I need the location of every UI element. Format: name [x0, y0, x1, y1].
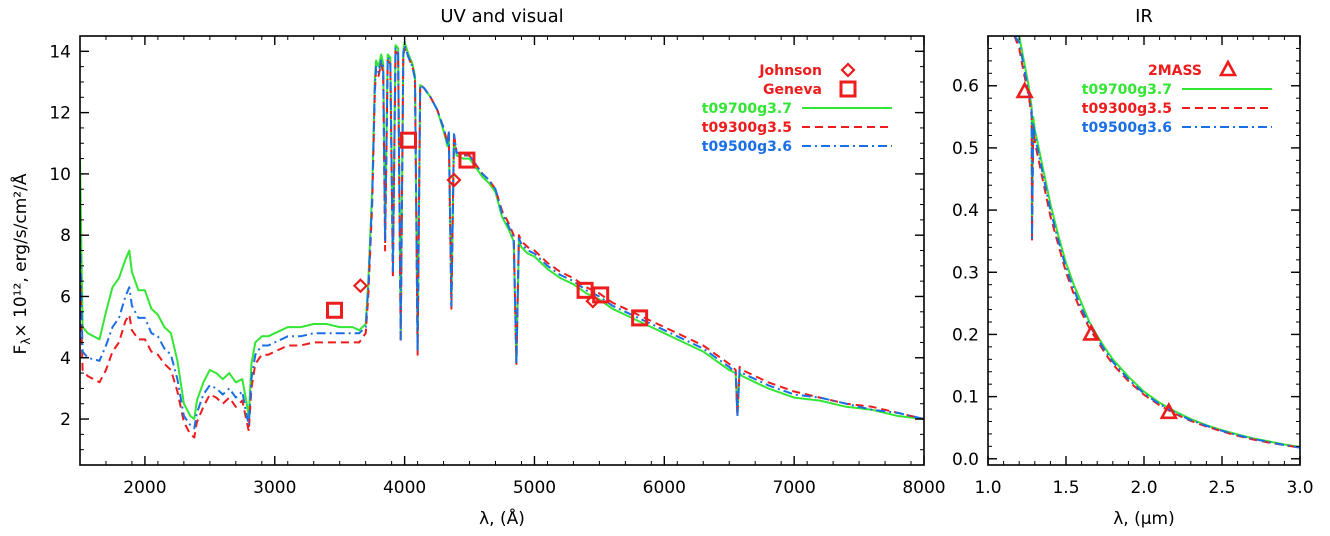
x-tick-label: 3.0 — [1286, 478, 1313, 498]
panel-uv-visual: UV and visual λ, (Å) 2000 3000 4000 5000 6000 7… — [49, 6, 945, 529]
y-axis-label-sub: λ — [19, 338, 33, 345]
y-tick-label: 8 — [60, 226, 71, 246]
legend-marker-Johnson — [840, 62, 856, 78]
marker-Geneva-3 — [576, 281, 594, 299]
x-axis-label: λ, (μm) — [1113, 509, 1175, 529]
x-tick-label: 4000 — [383, 478, 426, 498]
legend-label-t09300g3.5: t09300g3.5 — [1082, 101, 1172, 117]
chart-title: IR — [1135, 6, 1153, 27]
legend-label-t09500g3.6: t09500g3.6 — [1082, 120, 1172, 136]
legend-marker-2MASS — [1218, 59, 1238, 77]
y-tick-label: 0.2 — [952, 325, 979, 345]
y-axis-label: Fλ× 10¹², erg/s/cm²/Å — [9, 173, 33, 354]
y-tick-label: 6 — [60, 287, 71, 307]
marker-Geneva-5 — [631, 309, 649, 327]
x-tick-label: 2000 — [123, 478, 166, 498]
legend-label-t09300g3.5: t09300g3.5 — [702, 120, 792, 136]
x-tick-label: 3000 — [253, 478, 296, 498]
y-tick-label: 10 — [49, 165, 71, 185]
x-tick-label: 2.0 — [1130, 478, 1157, 498]
legend-label-t09500g3.6: t09500g3.6 — [702, 139, 792, 155]
y-axis-label-unit: × 10¹², erg/s/cm²/Å — [9, 173, 31, 337]
marker-Geneva-4 — [592, 286, 610, 304]
legend-label-t09700g3.7: t09700g3.7 — [1082, 82, 1172, 98]
x-tick-label: 7000 — [773, 478, 816, 498]
series-line-t09700g3.7 — [80, 41, 924, 420]
chart-title: UV and visual — [440, 6, 563, 27]
y-tick-label: 0.6 — [952, 77, 979, 97]
legend: 2MASS t09700g3.7 t09300g3.5 t09500g3.6 — [1082, 59, 1272, 136]
x-tick-label: 1.5 — [1052, 478, 1079, 498]
y-tick-label: 2 — [60, 410, 71, 430]
legend: Johnson Geneva t09700g3.7 t09300g3.5 t09500g… — [702, 62, 892, 155]
legend-label-t09700g3.7: t09700g3.7 — [702, 101, 792, 117]
y-tick-label: 0.3 — [952, 263, 979, 283]
series-line-t09300g3.5 — [80, 47, 924, 439]
marker-Johnson-1 — [446, 172, 462, 188]
x-tick-label: 2.5 — [1208, 478, 1235, 498]
panel-ir: IR λ, (μm) 1.0 1.5 2.0 2.5 3.0 0.0 0.1 0.2 0.3 0.4 0… — [952, 6, 1314, 529]
marker-Geneva-0 — [325, 301, 343, 319]
marker-Geneva-2 — [458, 151, 476, 169]
marker-Johnson-2 — [585, 293, 601, 309]
series-line-t09500g3.6 — [80, 44, 924, 430]
y-tick-label: 12 — [49, 104, 71, 124]
marker-Geneva-1 — [400, 131, 418, 149]
legend-label-Geneva: Geneva — [763, 82, 822, 98]
x-axis-label: λ, (Å) — [479, 507, 525, 529]
legend-label-Johnson: Johnson — [758, 63, 822, 79]
x-tick-label: 1.0 — [974, 478, 1001, 498]
y-tick-label: 0.4 — [952, 201, 979, 221]
marker-2MASS-2 — [1159, 402, 1178, 420]
y-axis-label-main: F — [11, 345, 31, 355]
plot-area — [80, 41, 924, 439]
x-tick-label: 8000 — [902, 478, 945, 498]
marker-Johnson-0 — [352, 278, 369, 294]
y-tick-label: 0.1 — [952, 388, 979, 408]
legend-marker-Geneva — [839, 80, 857, 98]
x-tick-label: 5000 — [513, 478, 556, 498]
legend-label-2MASS: 2MASS — [1148, 63, 1202, 79]
y-tick-label: 4 — [60, 349, 71, 369]
marker-2MASS-0 — [1015, 81, 1034, 99]
y-tick-label: 0.0 — [952, 450, 979, 470]
y-tick-label: 0.5 — [952, 139, 979, 159]
x-tick-label: 6000 — [643, 478, 686, 498]
marker-2MASS-1 — [1082, 323, 1101, 341]
y-tick-label: 14 — [49, 42, 71, 62]
